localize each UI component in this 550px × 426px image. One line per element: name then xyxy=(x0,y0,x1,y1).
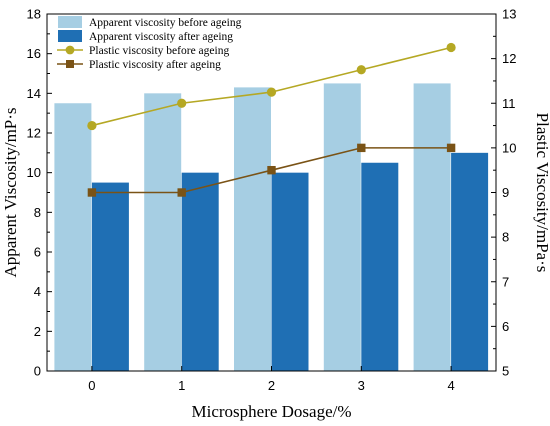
x-tick-label-2: 2 xyxy=(268,378,275,393)
point-before-0 xyxy=(87,120,97,131)
x-tick-label-1: 1 xyxy=(178,378,185,393)
y-right-tick-label-5: 10 xyxy=(502,140,516,155)
y-left-tick-label-6: 12 xyxy=(27,126,41,141)
bar-before-2 xyxy=(234,87,271,371)
point-before-3 xyxy=(356,65,366,75)
y-right-tick-label-3: 8 xyxy=(502,230,509,245)
bar-after-4 xyxy=(451,152,489,371)
y-axis-left-title: Apparent Viscosity/mP·s xyxy=(1,107,20,277)
y-left-tick-label-4: 8 xyxy=(34,205,41,220)
x-axis-title: Microsphere Dosage/% xyxy=(191,402,351,421)
legend-swatch-1 xyxy=(58,30,82,42)
x-tick-label-4: 4 xyxy=(447,378,454,393)
bar-after-0 xyxy=(91,182,129,371)
y-right-tick-label-8: 13 xyxy=(502,7,516,22)
bar-before-1 xyxy=(144,93,182,371)
point-before-2 xyxy=(266,87,277,97)
y-left-tick-label-9: 18 xyxy=(27,7,41,22)
point-after-3 xyxy=(357,143,366,153)
y-axis-right-title: Plastic Viscosity/mPa·s xyxy=(533,113,550,273)
legend-swatch-0 xyxy=(58,16,82,28)
point-after-2 xyxy=(267,165,276,175)
point-after-0 xyxy=(87,188,97,197)
bar-before-4 xyxy=(413,83,451,372)
y-left-tick-label-2: 4 xyxy=(34,284,41,299)
y-right-tick-label-6: 11 xyxy=(502,96,516,111)
legend-label-2: Plastic viscosity before ageing xyxy=(89,45,229,57)
y-right-tick-label-2: 7 xyxy=(502,274,509,289)
y-left-tick-label-3: 6 xyxy=(34,245,41,260)
legend-label-0: Apparent viscosity before ageing xyxy=(89,17,242,29)
bar-after-1 xyxy=(181,172,219,371)
lines-layer xyxy=(87,42,456,197)
legend: Apparent viscosity before ageing Apparent… xyxy=(57,16,242,71)
legend-label-1: Apparent viscosity after ageing xyxy=(89,31,233,43)
legend-marker-3 xyxy=(66,60,74,68)
point-before-4 xyxy=(446,42,456,53)
point-before-1 xyxy=(177,98,187,108)
legend-marker-2 xyxy=(65,45,75,55)
y-right-tick-label-1: 6 xyxy=(502,319,509,334)
y-left-tick-label-5: 10 xyxy=(27,165,41,180)
y-left-tick-label-0: 0 xyxy=(34,364,41,379)
y-left-tick-label-7: 14 xyxy=(27,86,41,101)
x-tick-label-0: 0 xyxy=(88,378,95,393)
legend-label-3: Plastic viscosity after ageing xyxy=(89,59,221,71)
x-tick-label-3: 3 xyxy=(358,378,365,393)
y-left-tick-label-8: 16 xyxy=(27,46,41,61)
bars-layer xyxy=(54,83,489,372)
bar-after-2 xyxy=(271,172,309,371)
y-left-tick-label-1: 2 xyxy=(34,324,41,339)
bar-after-3 xyxy=(361,162,399,371)
point-after-1 xyxy=(177,188,186,197)
y-right-tick-label-7: 12 xyxy=(502,51,516,66)
bar-before-3 xyxy=(323,83,361,372)
y-right-tick-label-0: 5 xyxy=(502,364,509,379)
bar-before-0 xyxy=(54,103,92,371)
point-after-4 xyxy=(446,143,456,153)
y-right-tick-label-4: 9 xyxy=(502,185,509,200)
